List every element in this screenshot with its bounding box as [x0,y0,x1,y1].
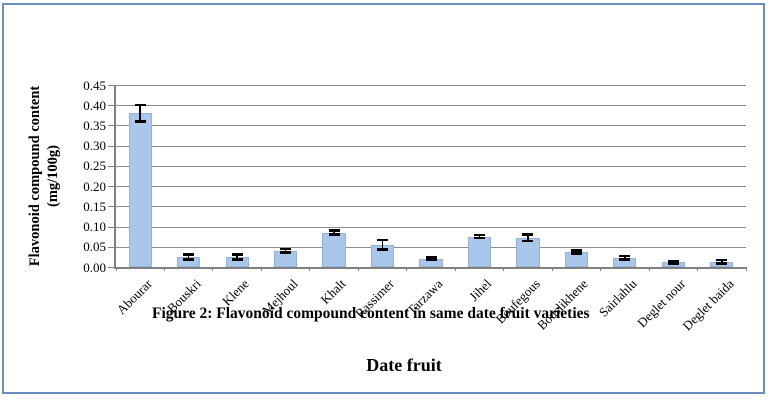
x-axis-title: Date fruit [366,355,442,375]
gridline [116,246,746,248]
x-tick-mark [648,267,650,271]
y-tick-label: 0.00 [83,259,106,275]
error-bar-cap [473,233,485,237]
x-tick-mark [745,267,747,271]
error-bar-cap [280,251,292,254]
error-bar-cap [231,258,243,261]
x-tick-mark [260,267,262,271]
x-tick-mark [454,267,456,271]
error-bar-cap [570,252,582,255]
error-bar-cap [619,254,631,258]
error-bar-cap [425,256,437,259]
x-tick-mark [600,267,602,271]
x-category-label: Khalt [317,276,349,308]
error-bar-line [672,260,675,264]
error-bar-line [284,249,287,253]
y-tick-label: 0.40 [83,97,106,113]
y-tick-mark [108,226,114,228]
error-bar-cap [425,258,437,262]
x-tick-mark [697,267,699,271]
y-tick-label: 0.35 [83,117,106,133]
y-tick-mark [108,246,114,248]
error-bar-cap [134,104,146,107]
error-bar-cap [377,248,389,251]
figure-frame: Flavonoid compound content (mg/100g) 0.0… [2,3,765,394]
error-bar-cap [328,229,340,232]
error-bar-line [236,254,238,260]
y-tick-mark [108,186,114,188]
bar [467,236,492,267]
gridline [116,186,746,188]
error-bar-cap [619,258,631,261]
y-axis-title-line1: Flavonoid compound content [26,85,43,267]
error-bar-cap [134,120,146,123]
x-tick-mark [163,267,165,271]
error-bar-cap [473,237,485,240]
plot-area [114,85,747,271]
y-tick-mark [108,165,114,167]
error-bar-cap [231,253,243,256]
x-tick-mark [212,267,214,271]
figure-caption: Figure 2: Flavonoid compound content in … [152,305,590,322]
error-bar-line [139,105,142,122]
error-bar-cap [667,262,679,265]
error-bar-line [575,250,578,254]
error-bar-cap [183,253,195,256]
error-bar-cap [280,248,292,251]
error-bar-line [430,257,432,261]
y-axis-title-line2: (mg/100g) [45,145,61,208]
error-bar-cap [328,233,340,236]
gridline [116,85,746,86]
error-bar-line [720,260,723,264]
x-tick-mark [309,267,311,271]
y-tick-mark [108,125,114,127]
x-tick-mark [406,267,408,271]
x-tick-mark [503,267,505,271]
x-tick-mark [551,267,553,271]
y-tick-mark [108,145,114,147]
error-bar-cap [183,258,195,261]
y-tick-label: 0.45 [83,77,106,93]
x-category-label: Sairlahlu [595,276,640,320]
error-bar-line [624,256,626,260]
y-tick-label: 0.10 [83,219,106,235]
error-bar-cap [716,262,728,265]
y-axis-title: Flavonoid compound content (mg/100g) [26,26,62,326]
error-bar-line [333,230,335,235]
x-category-label: Abourar [113,276,155,318]
gridline [116,105,746,107]
y-tick-mark [108,105,114,107]
y-tick-mark [108,267,114,268]
gridline [116,125,746,127]
y-tick-label: 0.20 [83,178,106,194]
y-tick-mark [108,206,114,208]
error-bar-line [381,239,384,250]
error-bar-line [527,234,529,242]
gridline [116,226,746,228]
bar [128,113,152,267]
bar [322,232,346,267]
y-tick-label: 0.30 [83,138,106,154]
y-tick-mark [108,85,114,86]
x-tick-mark [357,267,359,271]
error-bar-cap [570,249,582,252]
gridline [116,206,746,208]
y-tick-label: 0.25 [83,158,106,174]
error-bar-cap [716,258,728,262]
error-bar-line [478,235,481,239]
y-tick-label: 0.05 [83,239,106,255]
x-category-label: Jihel [466,276,495,304]
error-bar-line [187,254,190,260]
error-bar-cap [377,238,389,242]
x-tick-mark [115,267,117,271]
error-bar-cap [667,259,679,263]
error-bar-cap [522,233,534,236]
error-bar-cap [522,239,534,243]
y-tick-label: 0.15 [83,198,106,214]
gridline [116,145,746,147]
gridline [116,165,746,167]
